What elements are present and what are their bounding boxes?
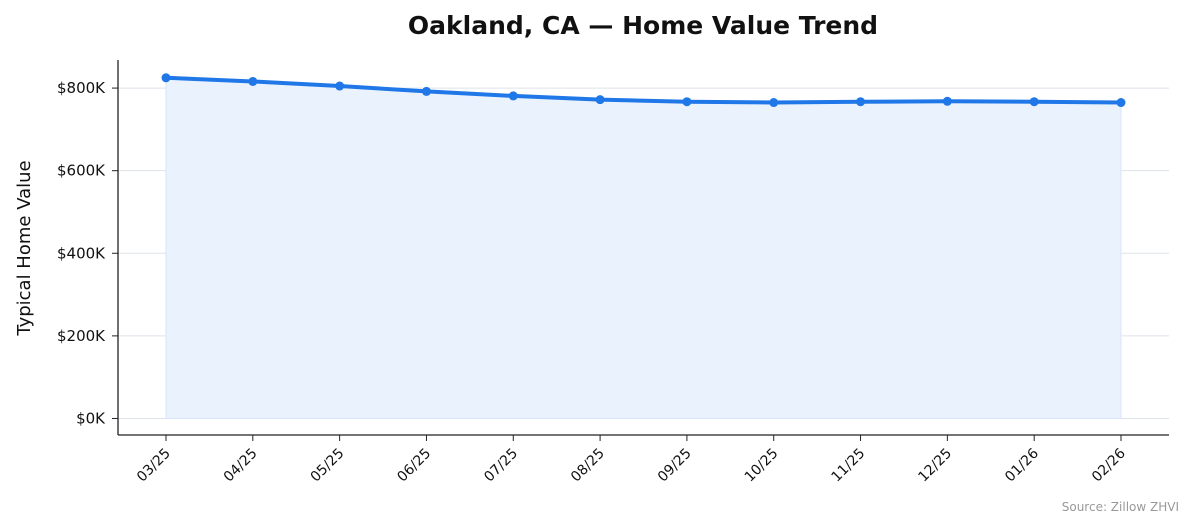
x-tick-label: 08/25 [568, 446, 608, 486]
chart-title: Oakland, CA — Home Value Trend [408, 11, 878, 40]
x-tick-label: 11/25 [829, 446, 869, 486]
data-point [161, 73, 171, 83]
data-point [335, 81, 345, 91]
series-line [164, 75, 1123, 105]
series-points [161, 73, 1126, 108]
series-line-path [164, 75, 1123, 105]
x-tick-label: 12/25 [915, 446, 955, 486]
x-tick-label: 03/25 [134, 446, 174, 486]
y-tick-label: $0K [76, 409, 106, 427]
axes [117, 60, 1169, 436]
data-point [248, 76, 258, 86]
data-point [1116, 98, 1126, 108]
data-point [942, 96, 952, 106]
data-point [856, 97, 866, 107]
x-tick-label: 01/26 [1002, 445, 1042, 485]
x-axis-ticks: 03/25 04/25 05/25 06/25 07/25 08/25 09/25 10/25… [134, 435, 1129, 485]
data-point [595, 95, 605, 105]
y-axis-label: Typical Home Value [14, 160, 35, 336]
x-tick-label: 04/25 [221, 446, 261, 486]
x-tick-label: 05/25 [308, 446, 348, 486]
y-tick-label: $200K [57, 327, 106, 345]
data-point [1029, 97, 1039, 107]
y-tick-label: $400K [57, 244, 106, 262]
y-tick-label: $800K [57, 79, 106, 97]
x-tick-label: 09/25 [655, 446, 695, 486]
area-fill [165, 77, 1122, 419]
data-point [682, 97, 692, 107]
data-point [421, 86, 431, 96]
x-tick-label: 02/26 [1089, 445, 1129, 485]
data-point [508, 91, 518, 101]
data-point [769, 98, 779, 108]
source-note: Source: Zillow ZHVI [1062, 500, 1179, 514]
x-tick-label: 07/25 [481, 446, 521, 486]
x-tick-label: 10/25 [742, 446, 782, 486]
y-tick-label: $600K [57, 162, 106, 180]
y-axis-ticks: $0K $200K $400K $600K $800K [57, 79, 118, 427]
x-tick-label: 06/25 [394, 446, 434, 486]
area-fill-path [165, 77, 1122, 419]
